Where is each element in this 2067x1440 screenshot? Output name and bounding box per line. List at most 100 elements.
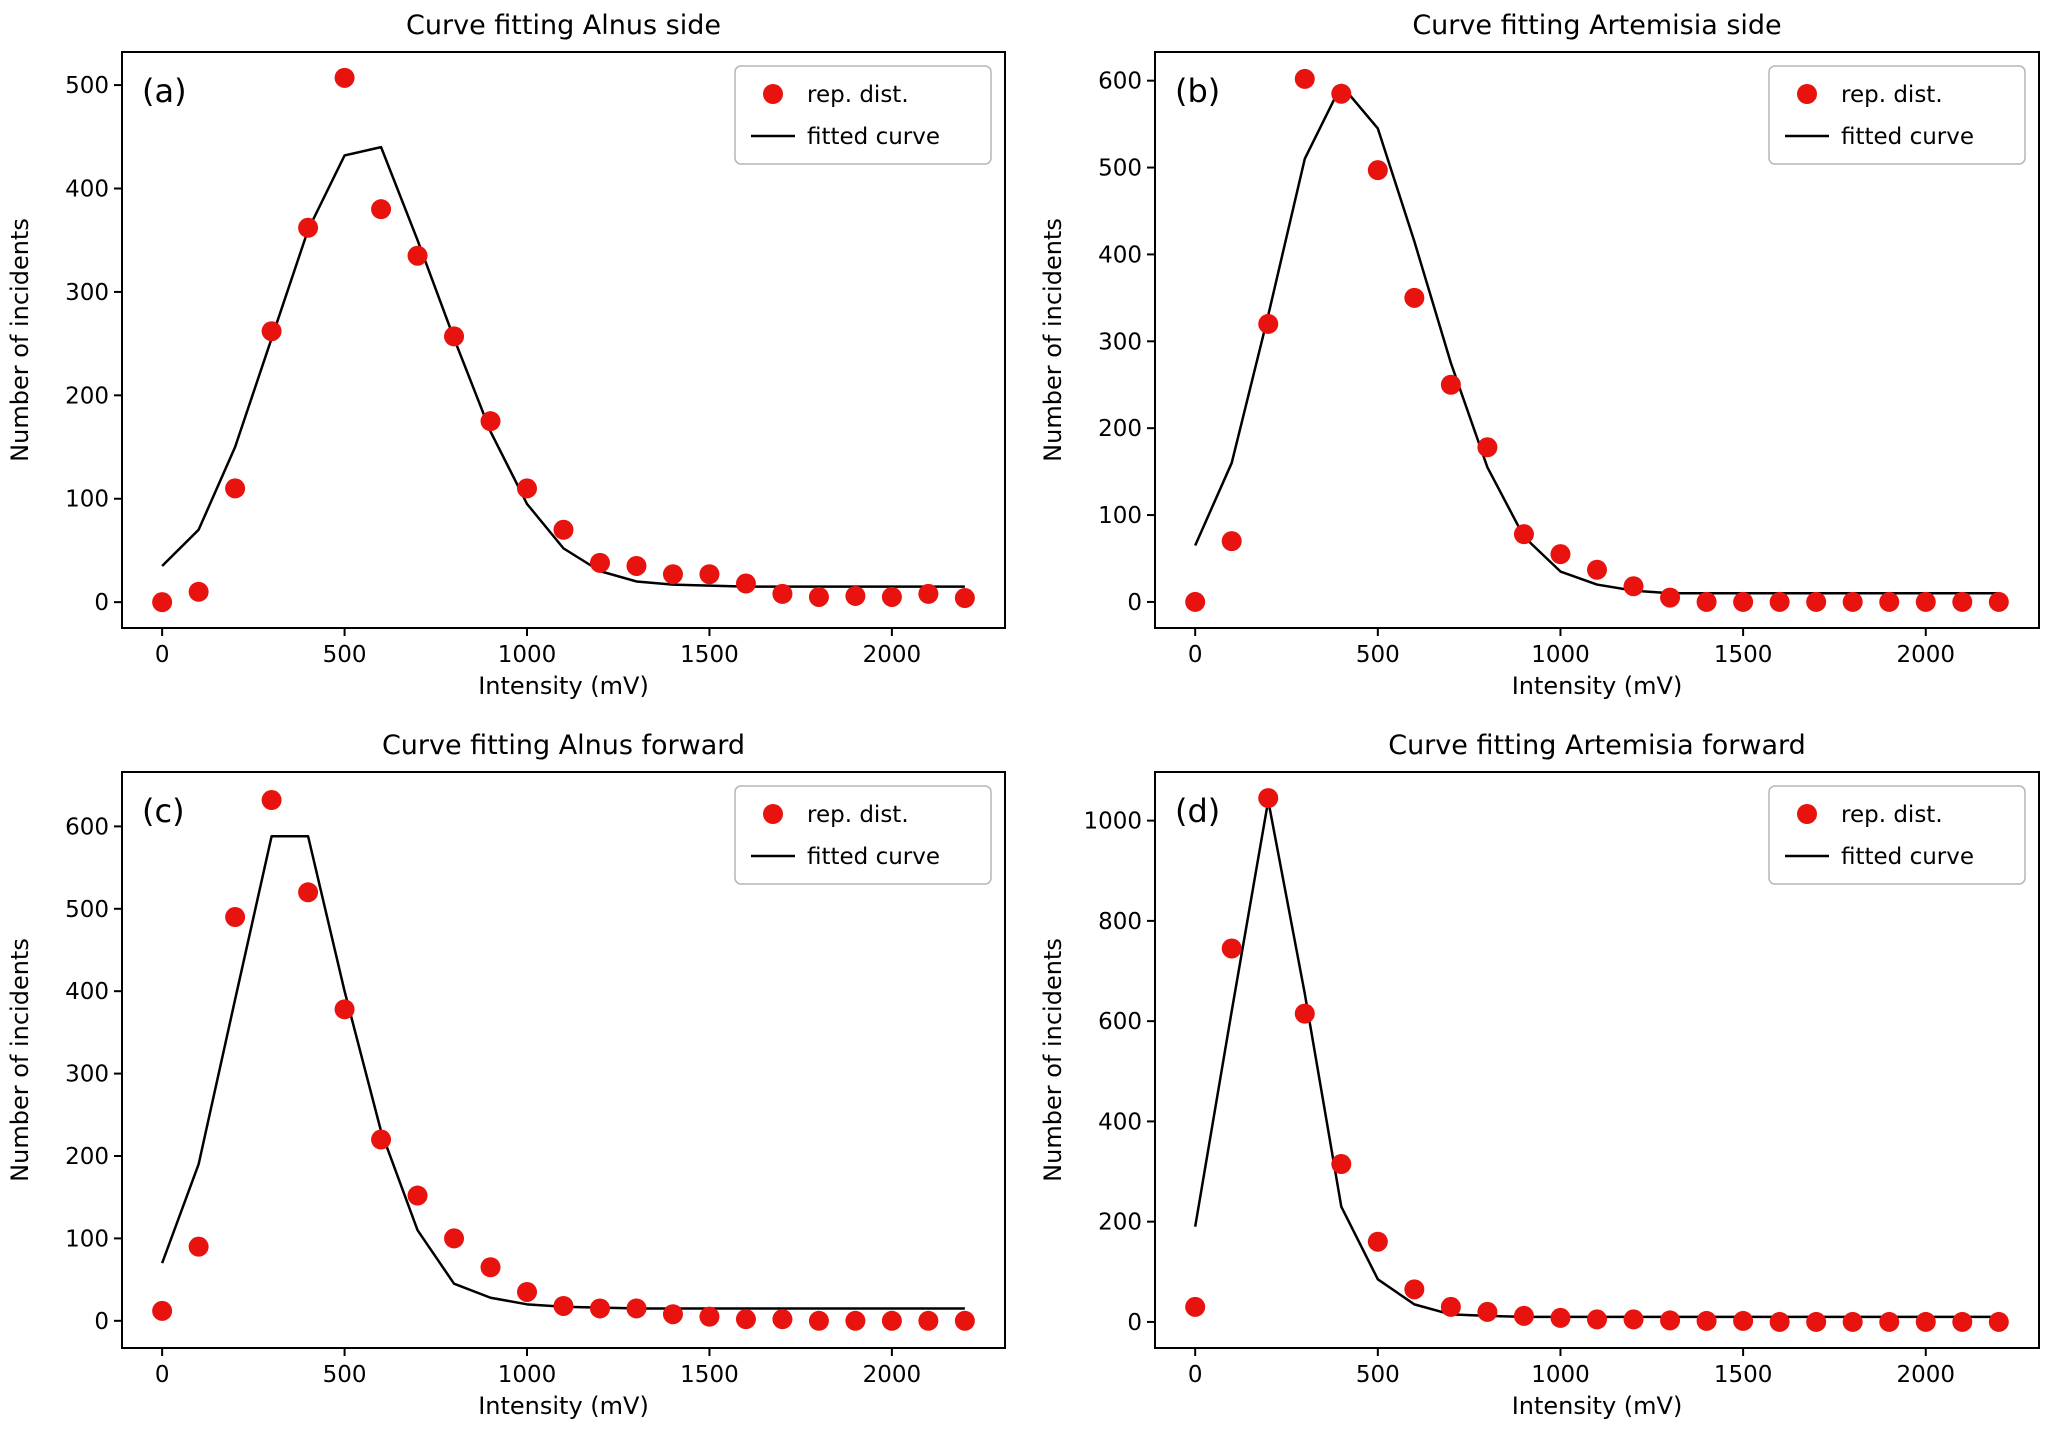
x-tick-label: 500 [1356,642,1400,668]
data-point [699,564,720,585]
legend-marker-icon [1797,84,1817,104]
data-point [298,882,319,903]
data-point [1842,591,1863,612]
y-tick-label: 300 [1098,329,1142,355]
y-tick-label: 200 [1098,416,1142,442]
data-point [480,411,501,432]
x-tick-label: 1500 [680,1362,739,1388]
y-axis-label: Number of incidents [6,218,34,462]
y-tick-label: 100 [65,487,109,513]
x-tick-label: 0 [155,642,170,668]
x-tick-label: 0 [155,1362,170,1388]
data-point [1952,591,1973,612]
x-axis-label: Intensity (mV) [1512,672,1683,700]
legend-box [734,785,992,885]
data-point [1988,1311,2009,1332]
y-tick-label: 0 [94,590,109,616]
data-point [954,1310,975,1331]
chart-svg-d: Curve fitting Artemisia forward 0 500 1000 1… [1033,720,2067,1440]
data-point [444,1228,465,1249]
data-point [918,583,939,604]
y-tick-label: 1000 [1083,809,1142,835]
data-point [1806,1311,1827,1332]
x-tick-label: 500 [323,1362,367,1388]
data-point [735,1309,756,1330]
data-point [1769,1311,1790,1332]
data-point [444,326,465,347]
x-tick-label: 1500 [1714,642,1773,668]
data-point [1258,313,1279,334]
data-point [1696,1310,1717,1331]
data-point [735,573,756,594]
x-tick-label: 1000 [1531,1362,1590,1388]
x-tick-label: 0 [1188,1362,1203,1388]
data-point [261,321,282,342]
data-point [1367,1231,1388,1252]
plot-border [1154,51,2040,629]
data-point [1550,1307,1571,1328]
y-tick-label: 500 [1098,156,1142,182]
data-point [517,478,538,499]
data-point [553,519,574,540]
panel-label: (a) [142,72,187,110]
y-tick-label: 600 [1098,69,1142,95]
data-point [152,1300,173,1321]
y-tick-label: 500 [65,897,109,923]
data-point [1221,531,1242,552]
legend-box [1768,785,2026,885]
x-tick-label: 2000 [1896,1362,1955,1388]
data-point [1623,576,1644,597]
legend-line-label: fitted curve [1841,844,1974,870]
data-point [188,581,209,602]
x-tick-label: 2000 [863,1362,922,1388]
chart-panel-b: Curve fitting Artemisia side 0 500 1000 1500… [1033,0,2067,720]
data-point [1806,591,1827,612]
y-axis-label: Number of incidents [1039,938,1067,1182]
data-point [1440,1296,1461,1317]
chart-title: Curve fitting Artemisia side [1412,10,1781,41]
y-tick-label: 100 [65,1226,109,1252]
legend-line-label: fitted curve [1841,124,1974,150]
data-point [1294,1003,1315,1024]
data-point [1331,1154,1352,1175]
data-point [1842,1311,1863,1332]
data-point [918,1310,939,1331]
data-point [1513,1305,1534,1326]
data-point [152,592,173,613]
chart-panel-c: Curve fitting Alnus forward 0 500 1000 1500 2… [0,720,1033,1440]
y-tick-label: 300 [65,280,109,306]
y-tick-label: 800 [1098,909,1142,935]
x-axis-label: Intensity (mV) [478,1392,649,1420]
chart-title: Curve fitting Artemisia forward [1388,730,1806,761]
data-point [225,907,246,928]
x-tick-label: 1500 [680,642,739,668]
data-point [480,1257,501,1278]
x-tick-label: 500 [1356,1362,1400,1388]
y-tick-label: 400 [65,979,109,1005]
y-tick-label: 400 [65,177,109,203]
fitted-curve-line [161,145,965,588]
legend-marker-label: rep. dist. [1841,802,1943,828]
data-point [407,245,428,266]
data-point [298,217,319,238]
data-point [1185,1296,1206,1317]
data-point [1477,437,1498,458]
data-point [517,1281,538,1302]
y-tick-label: 0 [1127,590,1142,616]
data-point [1477,1301,1498,1322]
x-tick-label: 2000 [1896,642,1955,668]
data-point [1879,591,1900,612]
data-point [1915,591,1936,612]
data-point [1879,1311,1900,1332]
data-point [699,1306,720,1327]
fitted-curve-line [1194,83,1999,595]
data-point [1404,1279,1425,1300]
plot-border [121,771,1006,1349]
y-tick-label: 600 [1098,1009,1142,1035]
y-tick-label: 200 [65,383,109,409]
data-point [261,790,282,811]
